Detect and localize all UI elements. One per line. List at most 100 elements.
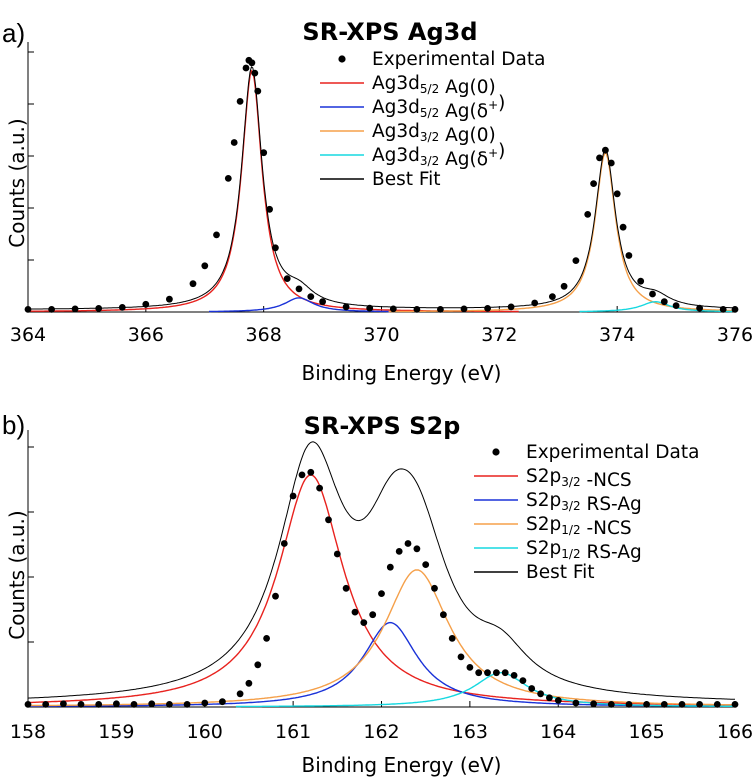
experimental-point	[404, 540, 412, 547]
experimental-point	[263, 635, 270, 642]
x-tick-label: 368	[246, 324, 282, 346]
experimental-point	[254, 661, 262, 669]
experimental-point	[48, 306, 55, 313]
experimental-point	[422, 561, 430, 568]
experimental-point	[266, 205, 273, 213]
experimental-point	[554, 697, 562, 704]
chart-panel-2: SR-XPS S2p b) 158 159 160 161 162 163 164 165 166 B…	[2, 410, 753, 777]
chart-title: SR-XPS Ag3d	[302, 18, 477, 46]
x-tick-label: 160	[187, 721, 223, 743]
experimental-point	[95, 305, 103, 312]
legend-marker	[338, 55, 346, 63]
experimental-point	[448, 635, 456, 642]
experimental-point	[272, 244, 279, 252]
experimental-point	[248, 59, 256, 67]
legend-label: Experimental Data	[372, 49, 545, 70]
experimental-point	[219, 698, 226, 706]
chart-title: SR-XPS S2p	[304, 412, 461, 440]
experimental-point	[649, 290, 656, 298]
experimental-point	[24, 701, 32, 708]
y-axis-label: Counts (a.u.)	[5, 118, 29, 247]
legend-label: S2p3/2 RS-Ag	[526, 490, 642, 515]
experimental-point	[696, 304, 703, 312]
experimental-point	[389, 305, 397, 313]
x-tick-label: 376	[717, 324, 753, 346]
experimental-point	[457, 653, 465, 661]
experimental-point	[437, 306, 444, 313]
experimental-point	[224, 175, 232, 182]
experimental-point	[637, 277, 645, 285]
legend-label: S2p1/2 -NCS	[526, 514, 632, 539]
experimental-point	[378, 590, 385, 597]
experimental-point	[130, 701, 138, 708]
experimental-point	[183, 701, 191, 708]
experimental-point	[319, 298, 326, 306]
experimental-point	[95, 701, 103, 708]
legend-label: Ag3d3/2 Ag(0)	[372, 121, 496, 146]
experimental-point	[510, 672, 518, 679]
experimental-point	[660, 298, 668, 306]
experimental-point	[590, 180, 597, 188]
x-tick-label: 366	[128, 324, 164, 346]
x-axis-label: Binding Energy (eV)	[302, 753, 502, 777]
experimental-point	[295, 285, 303, 293]
x-tick-label: 159	[98, 721, 134, 743]
experimental-point	[113, 700, 120, 708]
experimental-point	[625, 252, 633, 259]
experimental-point	[166, 701, 173, 708]
experimental-point	[475, 669, 483, 677]
experimental-point	[201, 699, 209, 707]
experimental-point	[413, 306, 421, 313]
x-tick-label: 374	[599, 324, 635, 346]
experimental-point	[607, 701, 615, 708]
experimental-point	[201, 262, 209, 270]
experimental-point	[230, 139, 238, 146]
panel-label: b)	[2, 410, 25, 440]
experimental-point	[77, 701, 85, 708]
experimental-point	[333, 550, 341, 558]
legend-label: Ag3d5/2 Ag(0)	[372, 73, 496, 98]
experimental-point	[142, 300, 150, 308]
legend: Experimental Data Ag3d5/2 Ag(0)Ag3d5/2 Ag…	[320, 49, 545, 190]
experimental-point	[507, 303, 515, 311]
experimental-point	[625, 701, 633, 708]
x-tick-label: 165	[628, 721, 664, 743]
experimental-point	[713, 701, 721, 708]
experimental-point	[386, 563, 394, 571]
fit-component-3	[28, 569, 735, 707]
x-tick-label: 158	[10, 721, 46, 743]
legend-label: Experimental Data	[526, 442, 699, 463]
experimental-point	[254, 87, 262, 95]
experimental-point	[619, 223, 627, 231]
experimental-point	[413, 545, 421, 553]
x-tick-label: 364	[10, 324, 46, 346]
x-tick-label: 372	[481, 324, 517, 346]
experimental-point	[643, 701, 650, 708]
experimental-point	[360, 619, 368, 626]
experimental-point	[466, 664, 474, 671]
x-tick-label: 166	[717, 721, 753, 743]
experimental-point	[71, 305, 79, 313]
experimental-point	[572, 257, 580, 264]
x-tick-label: 162	[363, 721, 399, 743]
experimental-point	[602, 146, 609, 154]
legend-label: Ag3d5/2 Ag(δ+)	[372, 93, 505, 122]
x-tick-label: 161	[275, 721, 311, 743]
fit-component-4	[579, 300, 733, 313]
experimental-point	[596, 154, 603, 162]
experimental-point	[519, 677, 527, 684]
experimental-point	[272, 592, 279, 600]
x-axis-label: Binding Energy (eV)	[302, 361, 502, 385]
best-fit-line	[27, 441, 735, 700]
legend-label: S2p3/2 -NCS	[526, 466, 632, 491]
fit-component-1	[28, 474, 735, 706]
experimental-point	[431, 584, 438, 592]
x-tick-label: 163	[452, 721, 488, 743]
experimental-point	[660, 701, 668, 708]
y-axis-label: Counts (a.u.)	[5, 510, 29, 639]
experimental-point	[213, 231, 220, 239]
experimental-point	[678, 701, 686, 708]
experimental-point	[395, 548, 403, 555]
